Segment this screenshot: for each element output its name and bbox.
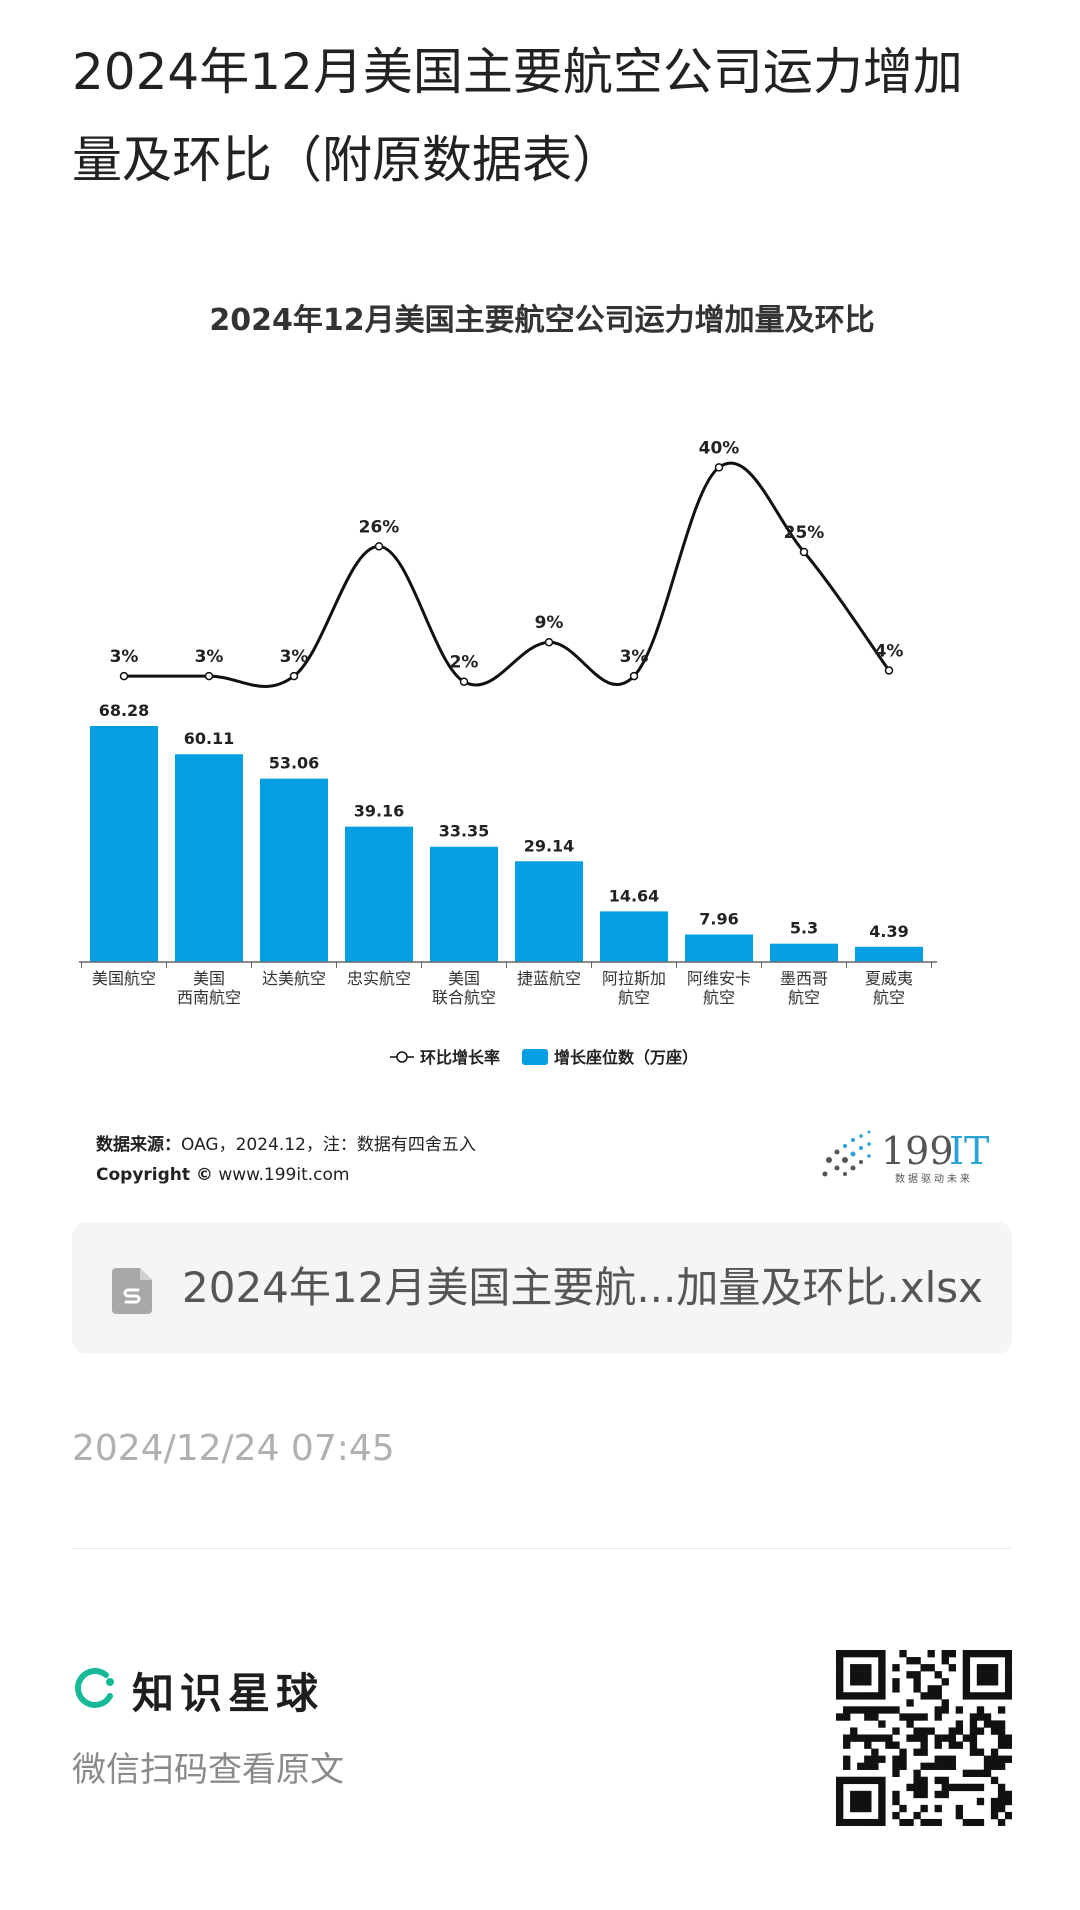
x-category-label-0-0: 美国航空 — [92, 969, 156, 988]
bar-7 — [685, 934, 753, 962]
bar-value-label-2: 53.06 — [269, 754, 320, 773]
x-category-label-4-1: 联合航空 — [432, 988, 496, 1007]
line-value-label-3: 26% — [359, 517, 400, 537]
x-category-label-5-0: 捷蓝航空 — [517, 969, 581, 988]
brand-name-num: 199 — [881, 1129, 954, 1173]
x-category-label-2-0: 达美航空 — [262, 969, 326, 988]
x-category-label-9-1: 航空 — [873, 988, 905, 1007]
line-point-3 — [374, 542, 384, 551]
line-value-label-9: 4% — [875, 641, 904, 661]
bar-3 — [345, 826, 413, 962]
x-category-label-9-0: 夏威夷 — [865, 969, 913, 988]
x-category-label-1-1: 西南航空 — [177, 988, 241, 1007]
bar-value-label-3: 39.16 — [354, 802, 405, 821]
legend-line-label: 环比增长率 — [420, 1048, 500, 1067]
bar-1 — [175, 754, 243, 962]
footer-scan-hint: 微信扫码查看原文 — [72, 1750, 344, 1790]
bar-4 — [430, 846, 498, 962]
line-value-label-8: 25% — [784, 523, 825, 543]
line-point-5 — [544, 637, 554, 647]
bar-8 — [770, 943, 838, 962]
copyright-label: Copyright © — [96, 1165, 213, 1185]
source-note: 数据来源：OAG，2024.12，注：数据有四舍五入 Copyright © w… — [96, 1130, 476, 1190]
bar-value-label-6: 14.64 — [609, 886, 660, 905]
line-point-6 — [629, 671, 639, 681]
legend-line-marker — [396, 1051, 408, 1063]
line-value-label-1: 3% — [195, 647, 224, 667]
brand-name-it: IT — [949, 1129, 989, 1173]
line-point-4 — [459, 677, 469, 686]
chart-card: 2024年12月美国主要航空公司运力增加量及环比 68.28 60.11 53.06… — [72, 285, 1012, 1205]
line-point-2 — [289, 671, 299, 681]
source-text: OAG，2024.12，注：数据有四舍五入 — [181, 1135, 476, 1155]
line-point-8 — [799, 547, 809, 557]
x-category-label-1-0: 美国 — [193, 969, 225, 988]
x-category-label-6-1: 航空 — [618, 988, 650, 1007]
growth-rate-line — [123, 461, 891, 688]
line-value-label-5: 9% — [535, 613, 564, 633]
line-point-1 — [204, 671, 214, 681]
bar-value-label-5: 29.14 — [524, 836, 575, 855]
x-category-label-7-1: 航空 — [703, 988, 735, 1007]
copyright-url: www.199it.com — [218, 1165, 350, 1185]
bar-value-label-4: 33.35 — [439, 822, 490, 841]
line-value-label-0: 3% — [110, 647, 139, 667]
legend-bar-label: 增长座位数（万座） — [554, 1048, 698, 1067]
bar-9 — [855, 946, 923, 962]
bar-value-label-7: 7.96 — [699, 909, 738, 928]
source-label: 数据来源： — [96, 1135, 181, 1155]
line-value-label-7: 40% — [699, 438, 740, 458]
brand-dots-icon — [822, 1130, 871, 1177]
line-point-0 — [119, 671, 129, 681]
brand-slogan: 数据驱动未来 — [895, 1172, 973, 1185]
bar-5 — [515, 861, 583, 962]
x-category-label-8-1: 航空 — [788, 988, 820, 1007]
bar-value-label-8: 5.3 — [790, 919, 818, 938]
x-category-label-6-0: 阿拉斯加 — [602, 969, 666, 988]
line-value-label-2: 3% — [280, 647, 309, 667]
legend-bar-swatch — [522, 1049, 548, 1065]
x-category-label-7-0: 阿维安卡 — [687, 969, 751, 988]
line-value-label-6: 3% — [620, 647, 649, 667]
x-category-label-3-0: 忠实航空 — [347, 969, 411, 988]
bar-value-label-9: 4.39 — [869, 922, 908, 941]
bar-0 — [90, 726, 158, 962]
post-timestamp: 2024/12/24 07:45 — [72, 1428, 395, 1469]
bar-value-label-0: 68.28 — [99, 701, 150, 720]
line-point-9 — [884, 666, 894, 675]
line-point-7 — [714, 463, 724, 472]
attachment-file-name: 2024年12月美国主要航...加量及环比.xlsx — [182, 1263, 983, 1312]
post-title: 2024年12月美国主要航空公司运力增加量及环比（附原数据表） — [72, 43, 963, 189]
footer-app-name: 知识星球 — [132, 1669, 325, 1718]
attachment-card[interactable]: 2024年12月美国主要航...加量及环比.xlsx — [72, 1222, 1012, 1354]
qr-code[interactable] — [836, 1650, 1012, 1826]
zsxq-logo-icon — [75, 1668, 114, 1708]
bar-value-label-1: 60.11 — [184, 729, 235, 748]
brand-logo: 199 IT 数据驱动未来 — [822, 1129, 989, 1185]
line-value-label-4: 2% — [450, 653, 479, 673]
bar-2 — [260, 778, 328, 962]
bar-6 — [600, 911, 668, 962]
x-category-label-8-0: 墨西哥 — [780, 969, 828, 988]
spreadsheet-file-icon — [112, 1268, 152, 1314]
x-category-label-4-0: 美国 — [448, 969, 480, 988]
chart: 2024年12月美国主要航空公司运力增加量及环比 68.28 60.11 53.06… — [79, 303, 937, 1067]
divider — [72, 1548, 1012, 1549]
chart-title: 2024年12月美国主要航空公司运力增加量及环比 — [209, 303, 874, 338]
